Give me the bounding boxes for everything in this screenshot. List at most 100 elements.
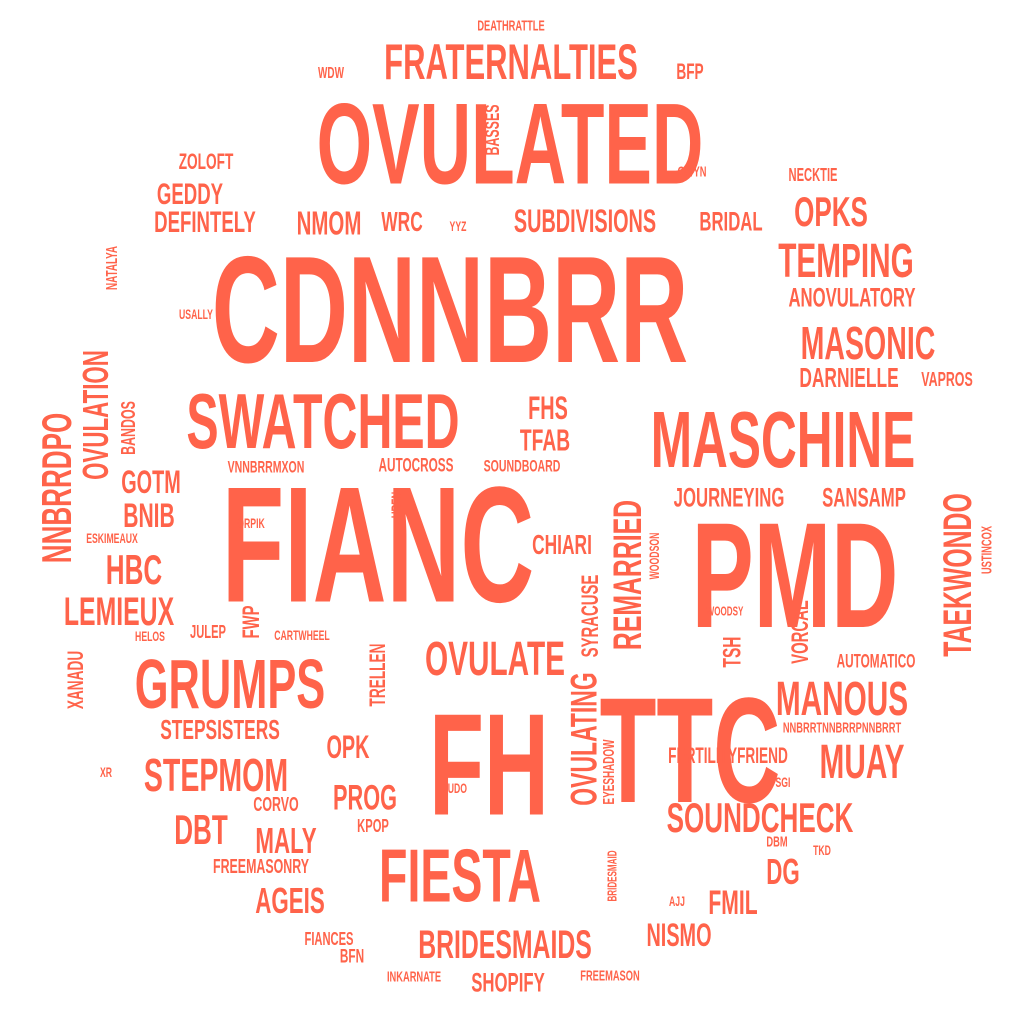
cloud-word: SYRACUSE bbox=[577, 574, 604, 658]
cloud-word: STEPSISTERS bbox=[160, 714, 280, 745]
cloud-word: OVULATE bbox=[425, 633, 565, 686]
cloud-word: NISMO bbox=[646, 917, 712, 953]
cloud-word: TRELLEN bbox=[365, 643, 390, 707]
cloud-word: YYZ bbox=[449, 218, 467, 234]
cloud-word: UREN bbox=[388, 491, 406, 519]
cloud-word: FREEMASONRY bbox=[213, 856, 309, 878]
cloud-word: ORPIK bbox=[237, 515, 265, 531]
cloud-word: GWYN bbox=[677, 163, 707, 181]
cloud-word: GEDDY bbox=[156, 178, 224, 211]
cloud-word: BFP bbox=[676, 59, 704, 84]
cloud-word: SUBDIVISIONS bbox=[513, 203, 657, 239]
cloud-word: WRC bbox=[381, 206, 423, 237]
cloud-word: VAPROS bbox=[921, 369, 973, 391]
cloud-word: SWATCHED bbox=[186, 377, 460, 465]
cloud-word: BRIDESMAIDS bbox=[418, 923, 592, 967]
cloud-word: FIANC bbox=[221, 452, 535, 637]
cloud-word: FHS bbox=[528, 390, 568, 426]
cloud-word: TSH bbox=[718, 636, 747, 668]
cloud-word: TEMPING bbox=[778, 235, 914, 288]
cloud-word: GRUMPS bbox=[134, 645, 326, 723]
cloud-word: TKD bbox=[813, 842, 831, 858]
cloud-word: OVULATED bbox=[316, 80, 704, 209]
cloud-word: ANOVULATORY bbox=[788, 282, 916, 313]
cloud-word: AJJ bbox=[669, 893, 685, 909]
cloud-word: GOTM bbox=[121, 464, 181, 500]
cloud-word: JULEP bbox=[190, 622, 226, 642]
cloud-word: NATALYA bbox=[104, 245, 121, 291]
cloud-word: NECKTIE bbox=[788, 165, 838, 185]
cloud-word: DG bbox=[766, 851, 800, 892]
cloud-word: ESKIMEAUX bbox=[86, 530, 138, 546]
cloud-word: REMARRIED bbox=[606, 499, 650, 651]
cloud-word: STEPMOM bbox=[143, 749, 289, 801]
cloud-word: DEATHRATTLE bbox=[477, 17, 545, 35]
cloud-word: TTC bbox=[599, 666, 781, 834]
cloud-word: XR bbox=[99, 764, 113, 780]
cloud-word: CARTWHEEL bbox=[274, 627, 330, 643]
cloud-word: FIANCES bbox=[304, 929, 354, 949]
cloud-word: JOURNEYING bbox=[673, 482, 785, 513]
cloud-word: WOODSY bbox=[706, 603, 744, 619]
cloud-word: WDW bbox=[318, 65, 344, 82]
cloud-word: DARNIELLE bbox=[799, 362, 899, 393]
cloud-word: AGEIS bbox=[255, 880, 325, 921]
cloud-word: SOUNDBOARD bbox=[483, 456, 561, 476]
cloud-word: MALY bbox=[255, 820, 317, 861]
cloud-word: SGI bbox=[775, 774, 791, 790]
cloud-word: NNBRRDPO bbox=[33, 412, 80, 564]
cloud-word: TFAB bbox=[519, 422, 571, 458]
cloud-word: BANDOS bbox=[118, 401, 140, 455]
cloud-word: FH bbox=[429, 683, 549, 846]
cloud-word: BRIDAL bbox=[699, 206, 763, 237]
cloud-word: OVULATION bbox=[75, 350, 116, 480]
cloud-word: AUTOMATICO bbox=[836, 651, 916, 673]
cloud-word: CORVO bbox=[253, 794, 299, 816]
cloud-word: JUDO bbox=[442, 780, 468, 796]
cloud-word: HBC bbox=[105, 546, 163, 593]
cloud-word: FWP bbox=[238, 605, 265, 639]
cloud-word: FIESTA bbox=[379, 833, 541, 918]
cloud-word: MUAY bbox=[819, 736, 905, 789]
cloud-word: HELOS bbox=[135, 628, 165, 644]
cloud-word: EYESHADOW bbox=[601, 739, 618, 805]
cloud-word: MASCHINE bbox=[650, 395, 916, 484]
cloud-word: OPK bbox=[326, 729, 370, 765]
cloud-word: MANOUS bbox=[775, 673, 909, 726]
cloud-word: FRATERNALTIES bbox=[384, 34, 638, 90]
cloud-word: DBT bbox=[174, 806, 228, 853]
cloud-word: INKARNATE bbox=[386, 968, 442, 986]
cloud-word: ZOLOFT bbox=[178, 149, 234, 174]
cloud-word: USTINCOX bbox=[978, 525, 996, 575]
cloud-word: OPKS bbox=[794, 188, 868, 235]
cloud-word: FMIL bbox=[708, 884, 758, 922]
cloud-word: OVULATING bbox=[563, 672, 605, 806]
cloud-word: NNBRRTNNBRRPNNBRRT bbox=[782, 719, 902, 737]
cloud-word: BASSES bbox=[482, 104, 504, 156]
cloud-word: CHIARI bbox=[532, 529, 592, 560]
cloud-word: DEFINTELY bbox=[154, 206, 256, 239]
cloud-word: SOUNDCHECK bbox=[666, 794, 854, 841]
cloud-word: PROG bbox=[333, 778, 397, 818]
cloud-word: USALLY bbox=[179, 306, 213, 322]
cloud-word: FREEMASON bbox=[580, 967, 640, 985]
cloud-word: SANSAMP bbox=[822, 482, 906, 513]
cloud-word: FERTILITYFRIEND bbox=[668, 743, 788, 768]
cloud-word: BNIB bbox=[123, 497, 175, 535]
cloud-word: NMOM bbox=[296, 204, 362, 242]
cloud-word: KPOP bbox=[357, 816, 389, 836]
cloud-word: WOODSON bbox=[646, 532, 662, 580]
cloud-word: MASONIC bbox=[800, 317, 936, 369]
cloud-word: BRIDESMAID bbox=[604, 850, 620, 902]
cloud-word: TAEKWONDO bbox=[936, 493, 980, 657]
cloud-word: AUTOCROSS bbox=[378, 455, 454, 477]
cloud-word: BFN bbox=[339, 946, 365, 968]
cloud-word: PMD bbox=[691, 491, 899, 659]
cloud-word: SHOPIFY bbox=[471, 967, 545, 998]
cloud-word: VORCAE bbox=[787, 600, 814, 664]
cloud-word: CDNNBRR bbox=[211, 225, 689, 395]
cloud-word: VNNBRRMXON bbox=[227, 457, 305, 477]
cloud-word: XANADU bbox=[63, 650, 88, 710]
cloud-word: DBM bbox=[766, 833, 788, 851]
